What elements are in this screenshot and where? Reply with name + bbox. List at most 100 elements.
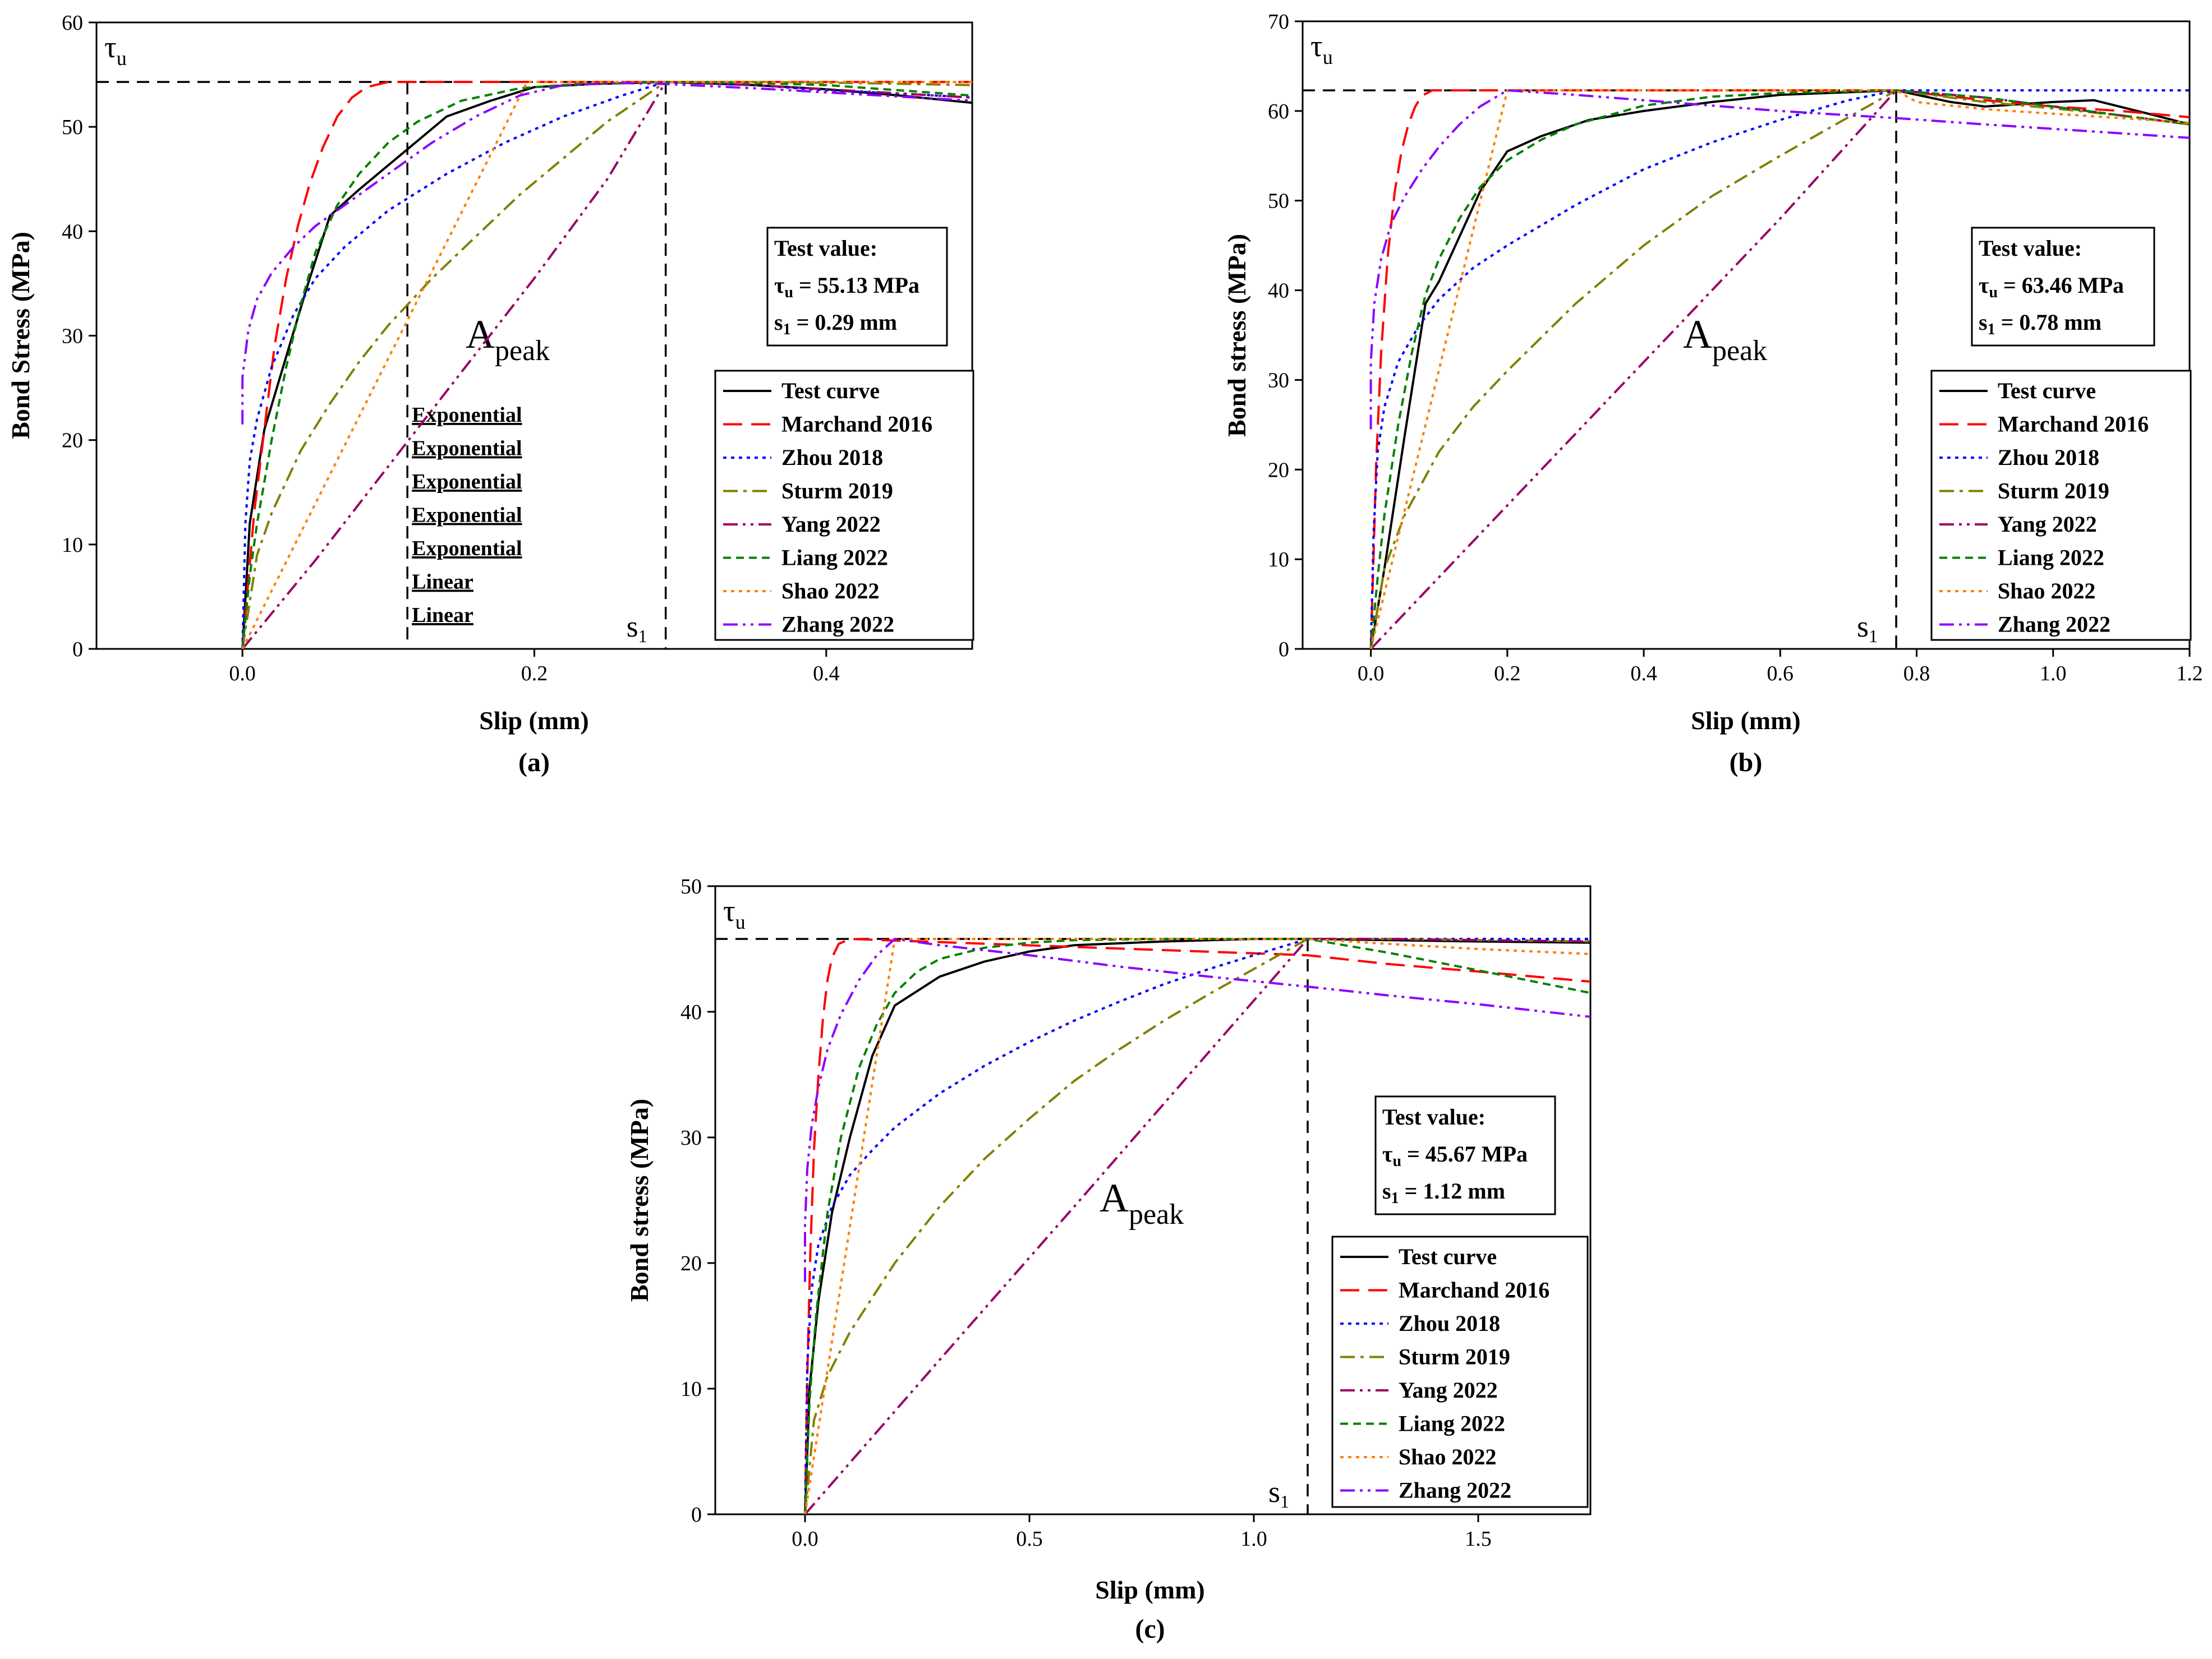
chart-panel-b: 0.0 0.2 0.4 0.6 0.8 1.0 1.2 0 10 20 30 40 50 60 70 Slip… xyxy=(1222,10,2203,777)
y-tick-label: 0 xyxy=(1279,638,1289,661)
legend-box xyxy=(1930,370,2192,641)
legend-label-sturm-2019: Sturm 2019 xyxy=(1998,478,2109,504)
model-type-label: Exponential xyxy=(412,537,522,560)
test-value-title: Test value: xyxy=(774,236,877,261)
y-axis-title: Bond stress (MPa) xyxy=(625,1099,654,1302)
y-tick-label: 40 xyxy=(62,220,83,243)
plot-frame xyxy=(1302,20,2191,650)
x-tick-label: 0.0 xyxy=(229,662,256,685)
legend-label-yang-2022: Yang 2022 xyxy=(1399,1377,1498,1403)
series-line-shao-2022 xyxy=(241,81,972,649)
series-line-yang-2022 xyxy=(241,81,972,649)
test-value-box xyxy=(1971,227,2155,347)
y-tick-label: 20 xyxy=(62,429,83,453)
model-type-label: Exponential xyxy=(412,504,522,527)
series-line-test-curve xyxy=(1369,89,2190,649)
plot-frame xyxy=(714,885,1592,1515)
series-line-zhang-2022 xyxy=(1369,89,2190,430)
legend-label-marchand-2016: Marchand 2016 xyxy=(1998,412,2149,437)
legend-label-shao-2022: Shao 2022 xyxy=(781,578,880,603)
test-value-s1: s1 = 0.29 mm xyxy=(774,310,897,338)
y-axis-title: Bond stress (MPa) xyxy=(1222,234,1251,437)
x-axis-title: Slip (mm) xyxy=(479,706,589,735)
legend-label-test-curve: Test curve xyxy=(1998,378,2096,403)
y-tick-label: 50 xyxy=(1268,190,1289,213)
legend-label-liang-2022: Liang 2022 xyxy=(1399,1411,1505,1436)
series-line-zhou-2018 xyxy=(241,81,972,649)
model-type-label: Exponential xyxy=(412,437,522,460)
x-axis-title: Slip (mm) xyxy=(1095,1575,1205,1604)
test-value-title: Test value: xyxy=(1979,236,2082,261)
legend-label-shao-2022: Shao 2022 xyxy=(1399,1444,1497,1469)
test-value-box xyxy=(1374,1095,1556,1215)
y-tick-label: 10 xyxy=(1268,548,1289,572)
y-tick-label: 30 xyxy=(680,1126,702,1150)
legend-label-liang-2022: Liang 2022 xyxy=(781,545,888,570)
legend-label-test-curve: Test curve xyxy=(1399,1244,1497,1269)
test-value-title: Test value: xyxy=(1382,1104,1486,1130)
legend-label-shao-2022: Shao 2022 xyxy=(1998,578,2096,603)
panel-label: (c) xyxy=(1135,1614,1165,1644)
series-line-liang-2022 xyxy=(1369,89,2190,649)
y-tick-label: 60 xyxy=(62,11,83,35)
legend-box xyxy=(1331,1236,1589,1508)
legend-label-liang-2022: Liang 2022 xyxy=(1998,545,2104,570)
test-value-s1: s1 = 1.12 mm xyxy=(1382,1178,1505,1207)
legend-box xyxy=(714,370,974,641)
y-tick-label: 30 xyxy=(1268,368,1289,392)
s1-label: s1 xyxy=(1268,1475,1289,1511)
model-type-label: Exponential xyxy=(412,470,522,494)
y-tick-label: 30 xyxy=(62,325,83,348)
x-tick-label: 1.5 xyxy=(1465,1527,1492,1551)
series-line-yang-2022 xyxy=(804,938,1590,1514)
chart-panel-a: 0.0 0.2 0.4 0 10 20 30 40 50 60 Slip (mm) Bond Stre… xyxy=(6,11,974,777)
model-type-label: Linear xyxy=(412,603,473,627)
tau-u-label: τu xyxy=(723,894,746,933)
legend-label-zhang-2022: Zhang 2022 xyxy=(1998,612,2110,637)
y-tick-label: 10 xyxy=(62,533,83,557)
x-tick-label: 0.8 xyxy=(1903,662,1930,685)
x-tick-label: 0.6 xyxy=(1767,662,1794,685)
y-tick-label: 0 xyxy=(72,638,83,661)
series-line-marchand-2016 xyxy=(804,938,1590,1514)
series-line-shao-2022 xyxy=(1369,89,2190,649)
x-tick-label: 0.2 xyxy=(1494,662,1521,685)
y-tick-label: 0 xyxy=(691,1503,702,1527)
x-tick-label: 0.5 xyxy=(1016,1527,1043,1551)
test-value-tau: τu = 63.46 MPa xyxy=(1979,273,2124,301)
legend-label-marchand-2016: Marchand 2016 xyxy=(1399,1278,1549,1303)
series-line-marchand-2016 xyxy=(1369,89,2190,649)
series-line-sturm-2019 xyxy=(1369,89,2190,649)
legend-label-zhou-2018: Zhou 2018 xyxy=(781,445,883,470)
y-tick-label: 10 xyxy=(680,1377,702,1401)
legend-label-sturm-2019: Sturm 2019 xyxy=(781,478,893,504)
legend-label-test-curve: Test curve xyxy=(781,378,880,403)
s1-label: s1 xyxy=(1857,610,1878,646)
model-type-label: Exponential xyxy=(412,403,522,427)
y-tick-label: 50 xyxy=(62,116,83,139)
series-line-zhang-2022 xyxy=(804,938,1590,1282)
series-line-liang-2022 xyxy=(804,938,1590,1514)
series-group xyxy=(804,938,1590,1514)
chart-panel-c: 0.0 0.5 1.0 1.5 0 10 20 30 40 50 Slip (mm) Bond str… xyxy=(625,875,1592,1644)
y-tick-label: 20 xyxy=(1268,458,1289,482)
series-line-marchand-2016 xyxy=(241,81,972,649)
x-tick-label: 1.2 xyxy=(2176,662,2203,685)
legend-label-yang-2022: Yang 2022 xyxy=(1998,511,2097,537)
series-group xyxy=(1369,89,2190,649)
y-tick-label: 50 xyxy=(680,875,702,898)
series-line-zhang-2022 xyxy=(241,82,972,425)
legend-label-zhang-2022: Zhang 2022 xyxy=(781,612,894,637)
x-tick-label: 0.2 xyxy=(521,662,548,685)
x-tick-label: 0.4 xyxy=(813,662,840,685)
x-tick-label: 1.0 xyxy=(2040,662,2067,685)
y-tick-label: 70 xyxy=(1268,10,1289,34)
panel-label: (b) xyxy=(1730,748,1763,777)
legend-label-zhou-2018: Zhou 2018 xyxy=(1998,445,2099,470)
series-line-zhou-2018 xyxy=(804,938,1590,1514)
legend-label-zhou-2018: Zhou 2018 xyxy=(1399,1311,1500,1336)
y-axis-title: Bond Stress (MPa) xyxy=(6,232,35,439)
test-value-box xyxy=(766,227,948,347)
y-tick-label: 20 xyxy=(680,1252,702,1275)
